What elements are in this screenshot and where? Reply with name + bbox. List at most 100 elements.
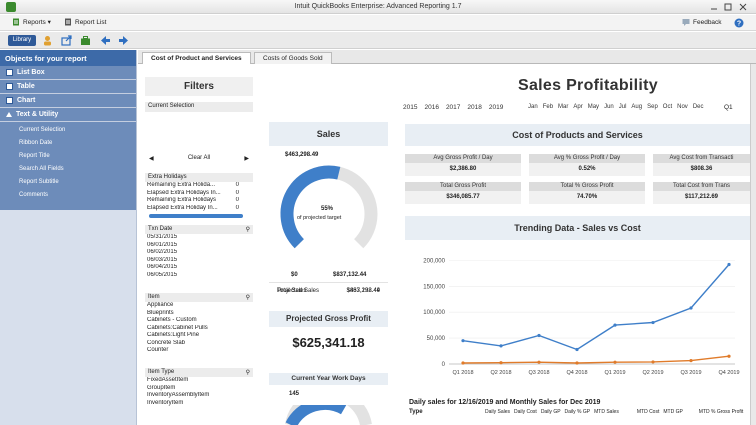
row-label: Total Sales [277,288,307,294]
library-button[interactable]: Library [8,35,36,46]
list-item[interactable]: FixedAssetItem [147,377,189,383]
month-nov[interactable]: Nov [677,104,688,110]
sidebar-subitem-comments[interactable]: Comments [19,192,49,198]
list-item[interactable]: Cabinets - Custom [147,317,197,323]
list-item[interactable]: InventoryAssemblyItem [147,392,210,398]
filter-header-label: Item Type [148,369,175,375]
sidebar-item-list-box[interactable]: List Box [0,66,136,80]
column-header[interactable]: Daily Cost [514,409,537,415]
month-sep[interactable]: Sep [647,104,658,110]
toolbar: Library [0,32,756,49]
filters-title: Filters [145,77,253,96]
year-2017[interactable]: 2017 [445,104,461,111]
column-header[interactable]: Daily % GP [564,409,591,415]
row-value: $463,298.49 [346,288,380,294]
list-box-icon [6,69,13,76]
column-header[interactable]: MTD % Gross Profit [698,409,744,415]
list-item[interactable]: Appliance [147,302,174,308]
sidebar-item-table[interactable]: Table [0,80,136,94]
holiday-label: Remaining Extra Holida... [147,182,216,188]
month-jun[interactable]: Jun [604,104,614,110]
sidebar-subitem-ribbon-date[interactable]: Ribbon Date [19,140,53,146]
search-icon[interactable]: ⚲ [245,370,250,376]
list-item[interactable]: InventoryItem [147,399,184,406]
sidebar-item-text-utility[interactable]: Text & Utility [0,108,136,122]
title-bar: Intuit QuickBooks Enterprise: Advanced R… [0,0,756,14]
column-header[interactable]: MTD GP [663,409,683,415]
cost-point [651,360,655,364]
year-2015[interactable]: 2015 [403,104,418,111]
y-tick-label: 0 [442,362,446,368]
maximize-icon[interactable] [724,3,732,11]
year-2018[interactable]: 2018 [467,104,482,111]
year-2016[interactable]: 2016 [424,104,439,111]
export-icon[interactable] [61,35,72,46]
next-arrow-icon[interactable]: ▶ [244,156,249,162]
column-header[interactable]: MTD Cost [636,409,660,415]
list-item[interactable]: Concrete Slab [147,339,186,346]
year-2019[interactable]: 2019 [488,104,504,111]
list-item[interactable]: Elapsed Extra Holidays In... 0 [145,190,253,198]
column-header[interactable]: MTD Sales [594,409,619,415]
search-icon[interactable]: ⚲ [245,295,250,301]
search-icon[interactable]: ⚲ [245,227,250,233]
close-icon[interactable] [739,3,747,11]
forward-arrow-icon[interactable] [118,35,129,46]
month-aug[interactable]: Aug [631,104,643,110]
month-mar[interactable]: Mar [558,104,569,110]
cost-point [727,354,731,358]
sidebar-subitem-report-title[interactable]: Report Title [19,153,50,159]
list-item[interactable]: 06/01/2015 [147,241,178,248]
quarter-q1[interactable]: Q1 [724,104,733,111]
briefcase-icon[interactable] [80,35,91,46]
kpi-total-pct-gross-profit: Total % Gross Profit 74.70% [529,182,645,204]
help-icon[interactable]: ? [734,18,744,28]
column-header[interactable]: Daily Sales [485,409,511,415]
report-list-menu[interactable]: Report List [64,18,106,26]
sales-point [651,320,655,325]
list-item[interactable]: Cabinets:Light Pine [147,332,200,338]
prev-arrow-icon[interactable]: ◀ [149,156,154,162]
list-item[interactable]: 06/04/2015 [147,264,178,270]
sidebar-item-chart[interactable]: Chart [0,94,136,108]
column-header[interactable]: Type [409,409,423,415]
list-item[interactable]: Blueprints [147,309,174,316]
list-item[interactable]: Elapsed Extra Holiday In... 0 [145,205,253,213]
month-may[interactable]: May [587,104,600,110]
list-item[interactable]: 06/05/2015 [147,271,178,278]
sidebar-item-label: List Box [17,69,45,76]
reports-menu[interactable]: Reports ▾ [12,18,51,26]
horizontal-scrollbar[interactable] [149,214,243,218]
list-item[interactable]: Cabinets:Cabinet Pulls [147,324,208,331]
month-feb[interactable]: Feb [542,104,554,110]
clear-all-button[interactable]: Clear All [187,155,211,161]
month-jan[interactable]: Jan [528,104,538,110]
month-apr[interactable]: Apr [573,104,583,110]
list-item[interactable]: Counter [147,347,169,353]
list-item[interactable]: Remaining Extra Holida... 0 [145,182,253,190]
minimize-icon[interactable] [710,3,718,11]
list-item[interactable]: Remaining Extra Holidays 0 [145,197,253,205]
feedback-icon [682,19,690,26]
holiday-value: 0 [235,189,239,196]
sidebar-subitem-report-subtitle[interactable]: Report Subtitle [19,179,59,185]
list-item[interactable]: 06/02/2015 [147,249,178,255]
cost-point [689,359,693,363]
tab-cost-of-product-and-services[interactable]: Cost of Product and Services [142,52,251,65]
extra-holidays-filter: Extra Holidays Remaining Extra Holida...… [145,173,253,218]
chart-icon [6,97,13,104]
feedback-button[interactable]: Feedback [682,18,722,26]
list-item[interactable]: 06/03/2015 [147,256,178,263]
user-icon[interactable] [42,35,53,46]
tab-costs-of-goods-sold[interactable]: Costs of Goods Sold [254,52,332,64]
column-header[interactable]: Daily GP [540,409,561,415]
sidebar-subitem-current-selection[interactable]: Current Selection [19,127,66,133]
back-arrow-icon[interactable] [100,35,111,46]
list-item[interactable]: GroupItem [147,384,176,391]
month-oct[interactable]: Oct [662,104,673,110]
list-item[interactable]: 05/31/2015 [147,234,178,240]
month-jul[interactable]: Jul [618,104,627,110]
month-dec[interactable]: Dec [692,104,704,110]
sidebar-subitem-search-all-fields[interactable]: Search All Fields [19,166,64,172]
vertical-scrollbar[interactable] [750,64,756,425]
